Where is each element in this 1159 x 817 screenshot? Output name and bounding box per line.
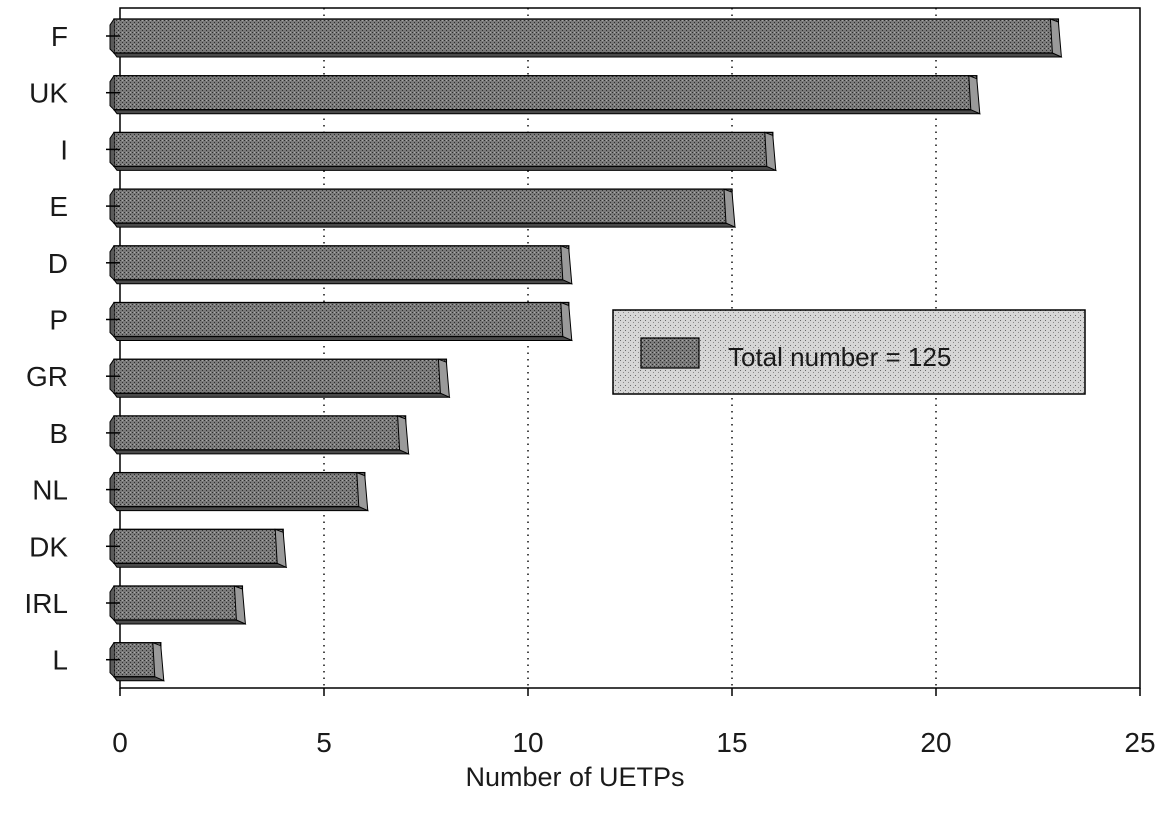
category-label: D [48, 248, 68, 279]
bar [109, 188, 736, 228]
bar-front-face [113, 528, 284, 564]
bar-front-face [113, 358, 448, 394]
legend-label: Total number = 125 [728, 342, 951, 372]
grid-lines [323, 8, 937, 688]
bar-side-face [560, 245, 573, 285]
legend-swatch [640, 337, 700, 369]
bar-front-face [113, 471, 366, 508]
bar [109, 18, 1063, 58]
category-label: DK [29, 531, 68, 562]
x-tick-label: 15 [716, 727, 747, 758]
bar [109, 528, 288, 569]
bar-front-face [113, 18, 1060, 54]
bar-side-face [560, 301, 573, 342]
category-label: B [49, 418, 68, 449]
category-label: NL [32, 475, 68, 506]
bar-side-face [233, 585, 246, 625]
category-label: P [49, 305, 68, 336]
bar [109, 358, 451, 399]
category-label: GR [26, 361, 68, 392]
bar-front-face [113, 585, 244, 621]
category-label: E [49, 191, 68, 222]
bar-side-face [968, 74, 981, 115]
bar-side-face [1049, 18, 1062, 58]
bar-side-face [437, 358, 450, 399]
x-axis-title: Number of UETPs [465, 762, 684, 792]
x-axis-ticks: 0 5 10 15 20 25 [112, 688, 1156, 758]
bars [109, 18, 1063, 682]
bar-side-face [274, 528, 287, 569]
bar [109, 74, 981, 115]
bar-front-face [113, 415, 407, 451]
category-label: I [60, 134, 68, 165]
bar-front-face [113, 75, 978, 111]
x-tick-label: 25 [1124, 727, 1155, 758]
bar [109, 245, 573, 285]
bar-front-face [113, 131, 774, 168]
plot-area-border [119, 7, 1141, 689]
bar [109, 415, 410, 455]
x-tick-label: 20 [920, 727, 951, 758]
bar-side-face [397, 415, 410, 455]
plot-frame [119, 7, 1141, 689]
bar-side-face [764, 131, 777, 172]
bar-front-face [113, 188, 733, 224]
bar-side-face [356, 471, 369, 512]
bar [109, 641, 165, 682]
bar-side-face [152, 641, 165, 682]
x-tick-label: 5 [316, 727, 332, 758]
bar-front-face [113, 301, 570, 338]
bar [109, 585, 247, 625]
category-label: L [52, 645, 68, 676]
x-tick-label: 0 [112, 727, 128, 758]
category-label: IRL [24, 588, 68, 619]
x-tick-label: 10 [512, 727, 543, 758]
bar [109, 131, 777, 172]
bar [109, 471, 369, 512]
category-label: F [51, 21, 68, 52]
bar [109, 301, 573, 342]
legend: Total number = 125 [612, 309, 1086, 395]
bar-front-face [113, 245, 570, 281]
bar-side-face [723, 188, 736, 228]
category-label: UK [29, 78, 68, 109]
